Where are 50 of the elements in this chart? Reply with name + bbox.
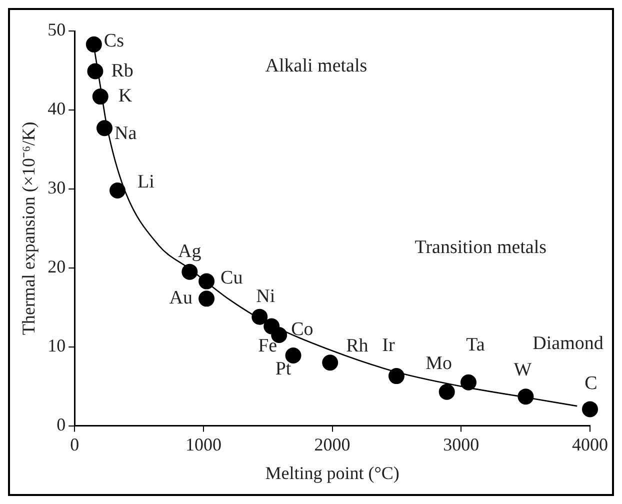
point	[92, 88, 108, 105]
point	[198, 273, 215, 290]
annotation: Li	[138, 171, 154, 192]
annotation: Alkali metals	[265, 56, 368, 77]
point	[182, 264, 198, 280]
annotation: Mo	[426, 352, 452, 374]
y-tick-label: 50	[48, 20, 66, 40]
point	[438, 384, 455, 400]
y-tick-label: 30	[48, 178, 66, 198]
y-tick-label: 0	[56, 414, 66, 435]
annotation: Co	[291, 318, 314, 340]
point	[322, 354, 338, 371]
annotation: Cu	[220, 267, 244, 288]
annotation: Rb	[111, 60, 134, 82]
annotation: Transition metals	[414, 237, 547, 258]
y-axis-title: Thermal expansion (×10⁻⁶/K)	[18, 122, 39, 336]
annotation: C	[584, 373, 598, 394]
x-tick-label: 2000	[314, 434, 350, 454]
y-tick-label: 20	[48, 256, 66, 277]
annotation: Rh	[346, 336, 369, 357]
point	[198, 290, 215, 307]
x-tick-label: 3000	[443, 434, 480, 454]
point	[86, 36, 102, 52]
annotation: W	[514, 360, 532, 381]
point	[110, 182, 126, 198]
annotation: Au	[169, 288, 194, 309]
x-tick-label: 4000	[572, 434, 608, 454]
point	[96, 120, 112, 136]
annotation: Diamond	[532, 333, 604, 354]
point	[285, 348, 302, 364]
x-tick-label: 1000	[185, 434, 222, 454]
annotation: Pt	[275, 358, 292, 380]
annotation: Ni	[256, 286, 276, 307]
x-axis-title: Melting point (°C)	[265, 462, 400, 483]
annotation: Cs	[104, 30, 124, 52]
point	[582, 401, 598, 418]
point	[388, 368, 404, 384]
y-tick-label: 10	[48, 336, 66, 356]
annotation: Ta	[466, 334, 486, 356]
annotation: Ir	[382, 335, 396, 356]
annotation: Ag	[178, 240, 202, 262]
point	[460, 374, 476, 390]
annotation: Fe	[258, 335, 278, 356]
point	[252, 308, 268, 325]
y-tick-label: 40	[48, 98, 66, 119]
annotation: Na	[114, 123, 138, 144]
point	[518, 388, 534, 405]
annotation: K	[118, 86, 132, 107]
x-tick-label: 0	[70, 434, 80, 454]
point	[87, 63, 104, 80]
